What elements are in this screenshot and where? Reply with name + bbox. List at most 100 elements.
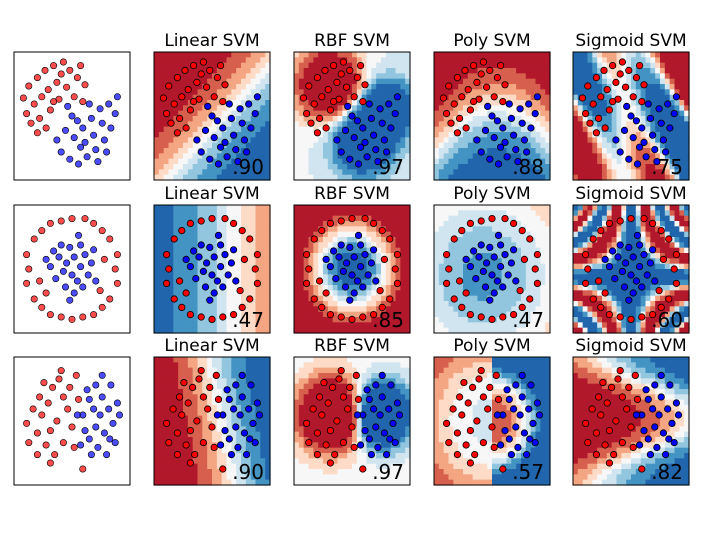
surface-cell [540, 100, 546, 106]
surface-cell [202, 62, 208, 69]
surface-cell [390, 258, 397, 265]
surface-cell [187, 279, 194, 286]
surface-cell [477, 306, 483, 313]
surface-cell [192, 174, 199, 181]
surface-cell [650, 78, 656, 85]
surface-cell [313, 290, 319, 297]
surface-cell [587, 215, 593, 222]
surface-cell [294, 311, 300, 318]
surface-cell [616, 258, 622, 265]
surface-cell [236, 62, 242, 69]
surface-cell [443, 301, 450, 307]
surface-cell [221, 169, 228, 176]
surface-cell [154, 237, 160, 243]
surface-cell [212, 226, 218, 233]
surface-cell [294, 68, 300, 74]
surface-cell [332, 258, 339, 265]
surface-cell [241, 327, 247, 334]
surface-cell [645, 89, 651, 96]
surface-cell [332, 52, 339, 58]
surface-cell [371, 105, 377, 112]
surface-cell [582, 52, 589, 58]
surface-cell [458, 311, 464, 318]
surface-cell [501, 242, 508, 249]
surface-cell [390, 215, 397, 222]
surface-cell [592, 89, 598, 96]
surface-cell [260, 148, 266, 154]
point-outline [92, 146, 100, 154]
surface-cell [366, 263, 372, 270]
surface-cell [545, 164, 551, 170]
surface-cell [327, 121, 334, 128]
surface-cell [298, 121, 305, 128]
surface-cell [482, 311, 488, 318]
surface-cell [669, 121, 676, 128]
surface-cell [197, 231, 203, 238]
surface-cell [361, 105, 368, 112]
surface-cell [173, 285, 179, 291]
point-class-blue [496, 241, 505, 249]
surface-cell [530, 164, 537, 170]
surface-cell [207, 269, 213, 275]
surface-cell [669, 68, 676, 74]
point-class-red [186, 106, 194, 114]
point-class-red [182, 289, 190, 297]
surface-cell [250, 242, 257, 249]
surface-cell [212, 237, 218, 243]
surface-cell [221, 306, 228, 313]
surface-cell [530, 142, 537, 149]
surface-cell [577, 290, 584, 297]
surface-cell [168, 164, 174, 170]
surface-cell [327, 253, 334, 259]
surface-cell [664, 62, 671, 69]
surface-cell [294, 258, 300, 265]
point-class-red [337, 70, 345, 78]
surface-cell [530, 306, 537, 313]
surface-cell [323, 148, 329, 154]
surface-cell [487, 269, 493, 275]
surface-cell [361, 274, 368, 281]
surface-cell [376, 174, 382, 181]
surface-cell [202, 94, 208, 101]
surface-cell [573, 62, 579, 69]
surface-cell [323, 215, 329, 222]
surface-cell [381, 269, 387, 275]
surface-cell [577, 89, 584, 96]
surface-cell [577, 52, 584, 58]
surface-cell [202, 100, 208, 106]
surface-cell [313, 263, 319, 270]
point-outline [50, 98, 58, 106]
point-class-red [170, 295, 178, 303]
surface-cell [587, 253, 593, 259]
surface-cell [221, 258, 228, 265]
surface-cell [501, 89, 508, 96]
surface-cell [212, 322, 218, 329]
point-class-red [493, 74, 501, 82]
surface-cell [212, 311, 218, 318]
point-class-blue [359, 283, 367, 291]
surface-cell [327, 215, 334, 222]
surface-cell [385, 164, 392, 170]
surface-cell [669, 169, 676, 176]
surface-cell [438, 311, 445, 318]
surface-cell [521, 215, 527, 222]
surface-cell [487, 253, 493, 259]
surface-cell [573, 89, 579, 96]
surface-cell [265, 57, 271, 64]
surface-cell [395, 306, 401, 313]
surface-cell [337, 169, 343, 176]
surface-cell [577, 221, 584, 227]
surface-cell [482, 205, 488, 211]
surface-cell [443, 242, 450, 249]
surface-cell [347, 132, 353, 138]
surface-cell [260, 205, 266, 211]
surface-cell [501, 210, 508, 217]
surface-cell [202, 153, 208, 160]
surface-cell [216, 110, 223, 117]
surface-cell [245, 306, 252, 313]
surface-cell [303, 68, 310, 74]
surface-cell [298, 290, 305, 297]
surface-cell [521, 132, 527, 138]
scatter-points [159, 58, 261, 168]
surface-cell [303, 164, 310, 170]
